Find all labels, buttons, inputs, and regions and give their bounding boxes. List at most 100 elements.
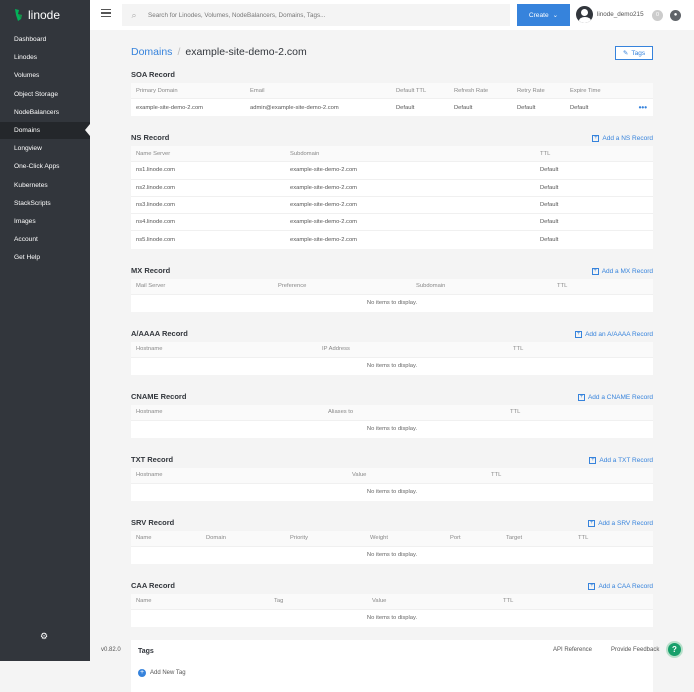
column-header[interactable]: Hostname [136,472,163,479]
column-header[interactable]: Mail Server [136,283,166,290]
breadcrumb-domains-link[interactable]: Domains [131,46,173,58]
column-header[interactable]: Hostname [136,409,163,416]
srv-record-header: SRV Record + Add a SRV Record [131,510,653,531]
column-header[interactable]: Primary Domain [136,87,178,94]
sidebar-item-object-storage[interactable]: Object Storage [14,90,58,98]
sidebar-item-get-help[interactable]: Get Help [14,254,41,262]
breadcrumb: Domains / example-site-demo-2.com [131,42,653,62]
sidebar-item-dashboard[interactable]: Dashboard [14,36,47,43]
column-header[interactable]: Email [250,87,265,94]
column-header[interactable]: TTL [491,472,502,479]
table-header-row: Name Tag Value TTL [131,593,653,610]
table-row: example-site-demo-2.com admin@example-sit… [131,99,653,116]
plus-square-icon: + [592,135,600,143]
empty-state: No items to display. [366,425,418,432]
column-header[interactable]: Name [136,598,152,605]
column-header[interactable]: Target [506,535,523,542]
hamburger-menu-icon[interactable] [101,9,111,19]
column-header[interactable]: Expire Time [570,87,601,94]
add-srv-record-button[interactable]: + Add a SRV Record [588,519,653,527]
tags-button[interactable]: ✎ Tags [615,46,653,60]
column-header[interactable]: IP Address [322,346,350,353]
add-record-label: Add a SRV Record [598,519,653,527]
column-header[interactable]: Value [372,598,387,605]
plus-square-icon: + [591,267,599,275]
column-header[interactable]: Hostname [136,346,163,353]
txt-record-title: TXT Record [131,454,174,464]
a-aaaa-record-table: Hostname IP Address TTL No items to display… [131,341,653,375]
top-bar: ⌕ Search for Linodes, Volumes, NodeBalanc… [90,0,694,30]
add-mx-record-button[interactable]: + Add a MX Record [591,267,653,275]
table-row: ns3.linode.com example-site-demo-2.com Def… [131,197,653,215]
avatar[interactable] [576,6,593,23]
plus-square-icon: + [588,519,596,527]
sidebar-item-volumes[interactable]: Volumes [14,72,40,80]
column-header[interactable]: Port [450,535,461,542]
add-ns-record-button[interactable]: + Add a NS Record [592,135,653,143]
column-header[interactable]: TTL [510,409,521,416]
help-button[interactable]: ? [666,641,683,658]
sidebar-item-nodebalancers[interactable]: NodeBalancers [14,108,60,116]
column-header[interactable]: Aliases to [328,409,354,416]
sidebar-item-domains[interactable]: Domains [0,122,90,139]
sidebar-item-stackscripts[interactable]: StackScripts [14,199,51,207]
column-header[interactable]: Subdomain [416,283,446,290]
provide-feedback-link[interactable]: Provide Feedback [611,647,660,653]
column-header[interactable]: Retry Rate [517,87,545,94]
column-header[interactable]: TTL [503,598,514,605]
column-header[interactable]: TTL [513,346,524,353]
column-header[interactable]: TTL [540,150,551,157]
search-input[interactable]: ⌕ Search for Linodes, Volumes, NodeBalanc… [122,4,510,26]
add-record-label: Add an A/AAAA Record [585,330,653,338]
table-cell: example-site-demo-2.com [290,237,358,244]
add-cname-record-button[interactable]: + Add a CNAME Record [577,393,653,401]
column-header[interactable]: Tag [274,598,284,605]
table-row: ns1.linode.com example-site-demo-2.com Def… [131,162,653,180]
table-cell: ns1.linode.com [136,167,175,174]
column-header[interactable]: Subdomain [290,150,320,157]
create-button[interactable]: Create ⌄ [517,4,570,26]
sidebar-item-longview[interactable]: Longview [14,145,42,153]
table-cell: admin@example-site-demo-2.com [250,104,339,111]
column-header[interactable]: Name Server [136,150,171,157]
sidebar: linode Dashboard Linodes Volumes Object Sto… [0,0,90,661]
add-txt-record-button[interactable]: + Add a TXT Record [589,456,653,464]
column-header[interactable]: TTL [578,535,589,542]
column-header[interactable]: TTL [557,283,568,290]
column-header[interactable]: Weight [370,535,388,542]
logo-text: linode [28,8,61,22]
sidebar-item-account[interactable]: Account [14,236,38,244]
add-a-aaaa-record-button[interactable]: + Add an A/AAAA Record [575,330,653,338]
column-header[interactable]: Refresh Rate [454,87,489,94]
mx-record-table: Mail Server Preference Subdomain TTL No item… [131,278,653,312]
a-aaaa-record-title: A/AAAA Record [131,328,188,338]
column-header[interactable]: Priority [290,535,309,542]
linode-logo-icon [15,9,22,21]
table-cell: Default [454,104,473,111]
api-reference-link[interactable]: API Reference [553,647,593,653]
gear-icon[interactable]: ⚙ [40,631,49,641]
caa-record-header: CAA Record + Add a CAA Record [131,573,653,594]
linode-logo[interactable]: linode [14,8,60,22]
sidebar-item-images[interactable]: Images [14,218,36,225]
sidebar-item-kubernetes[interactable]: Kubernetes [14,181,48,189]
column-header[interactable]: Default TTL [396,87,427,94]
column-header[interactable]: Preference [278,283,307,290]
username[interactable]: linode_demo215 [597,11,644,18]
cname-record-header: CNAME Record + Add a CNAME Record [131,384,653,405]
add-caa-record-button[interactable]: + Add a CAA Record [588,582,653,590]
add-record-label: Add a CNAME Record [587,393,653,401]
sidebar-item-one-click-apps[interactable]: One-Click Apps [14,163,60,171]
notification-count-badge[interactable]: 0 [652,10,663,21]
caa-record-section: CAA Record + Add a CAA Record Name Tag Value T… [131,573,653,627]
column-header[interactable]: Value [352,472,367,479]
table-header-row: Mail Server Preference Subdomain TTL [131,278,653,295]
column-header[interactable]: Domain [206,535,226,542]
table-cell: Default [540,202,559,209]
table-row: ns4.linode.com example-site-demo-2.com Def… [131,214,653,232]
more-actions-icon[interactable]: ••• [638,103,647,113]
add-new-tag-button[interactable]: + Add New Tag [138,668,646,677]
column-header[interactable]: Name [136,535,152,542]
bell-icon[interactable]: ● [670,10,681,21]
sidebar-item-linodes[interactable]: Linodes [14,54,38,62]
